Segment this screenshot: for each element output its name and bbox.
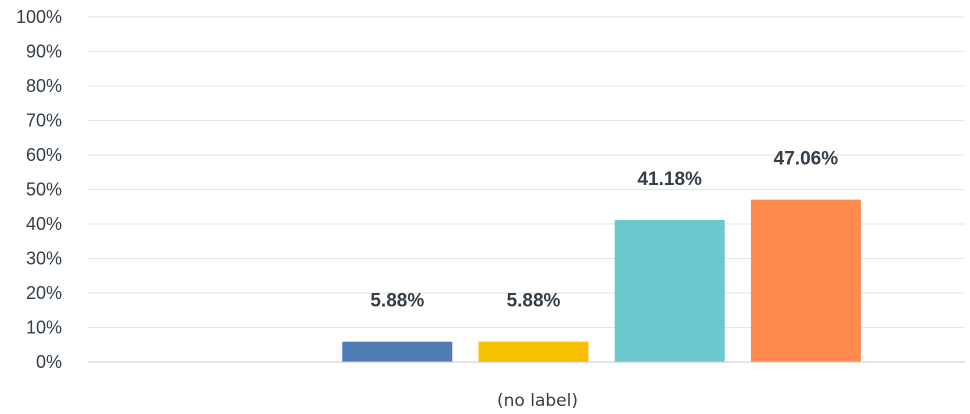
y-tick-label: 90% bbox=[26, 42, 62, 62]
y-tick-label: 80% bbox=[26, 76, 62, 96]
bar bbox=[478, 341, 589, 362]
data-labels: 5.88% 5.88% 41.18% 47.06% bbox=[370, 149, 838, 312]
bars bbox=[342, 199, 861, 362]
bar-value-label: 5.88% bbox=[507, 291, 561, 312]
y-tick-label: 60% bbox=[26, 145, 62, 165]
bar-value-label: 41.18% bbox=[637, 169, 702, 190]
gridlines bbox=[88, 16, 965, 328]
y-axis-ticks: 0% 10% 20% 30% 40% 50% 60% 70% 80% 90% 100% bbox=[16, 7, 62, 372]
y-tick-label: 40% bbox=[26, 214, 62, 234]
bar bbox=[614, 219, 725, 362]
bar bbox=[342, 341, 453, 362]
y-tick-label: 10% bbox=[26, 318, 62, 338]
x-category-label: (no label) bbox=[497, 391, 578, 411]
bar-value-label: 47.06% bbox=[774, 149, 839, 170]
y-tick-label: 30% bbox=[26, 249, 62, 269]
y-tick-label: 0% bbox=[36, 352, 62, 372]
bar bbox=[750, 199, 861, 362]
bar-value-label: 5.88% bbox=[370, 291, 424, 312]
y-tick-label: 50% bbox=[26, 180, 62, 200]
y-tick-label: 100% bbox=[16, 7, 62, 27]
y-tick-label: 70% bbox=[26, 111, 62, 131]
y-tick-label: 20% bbox=[26, 283, 62, 303]
